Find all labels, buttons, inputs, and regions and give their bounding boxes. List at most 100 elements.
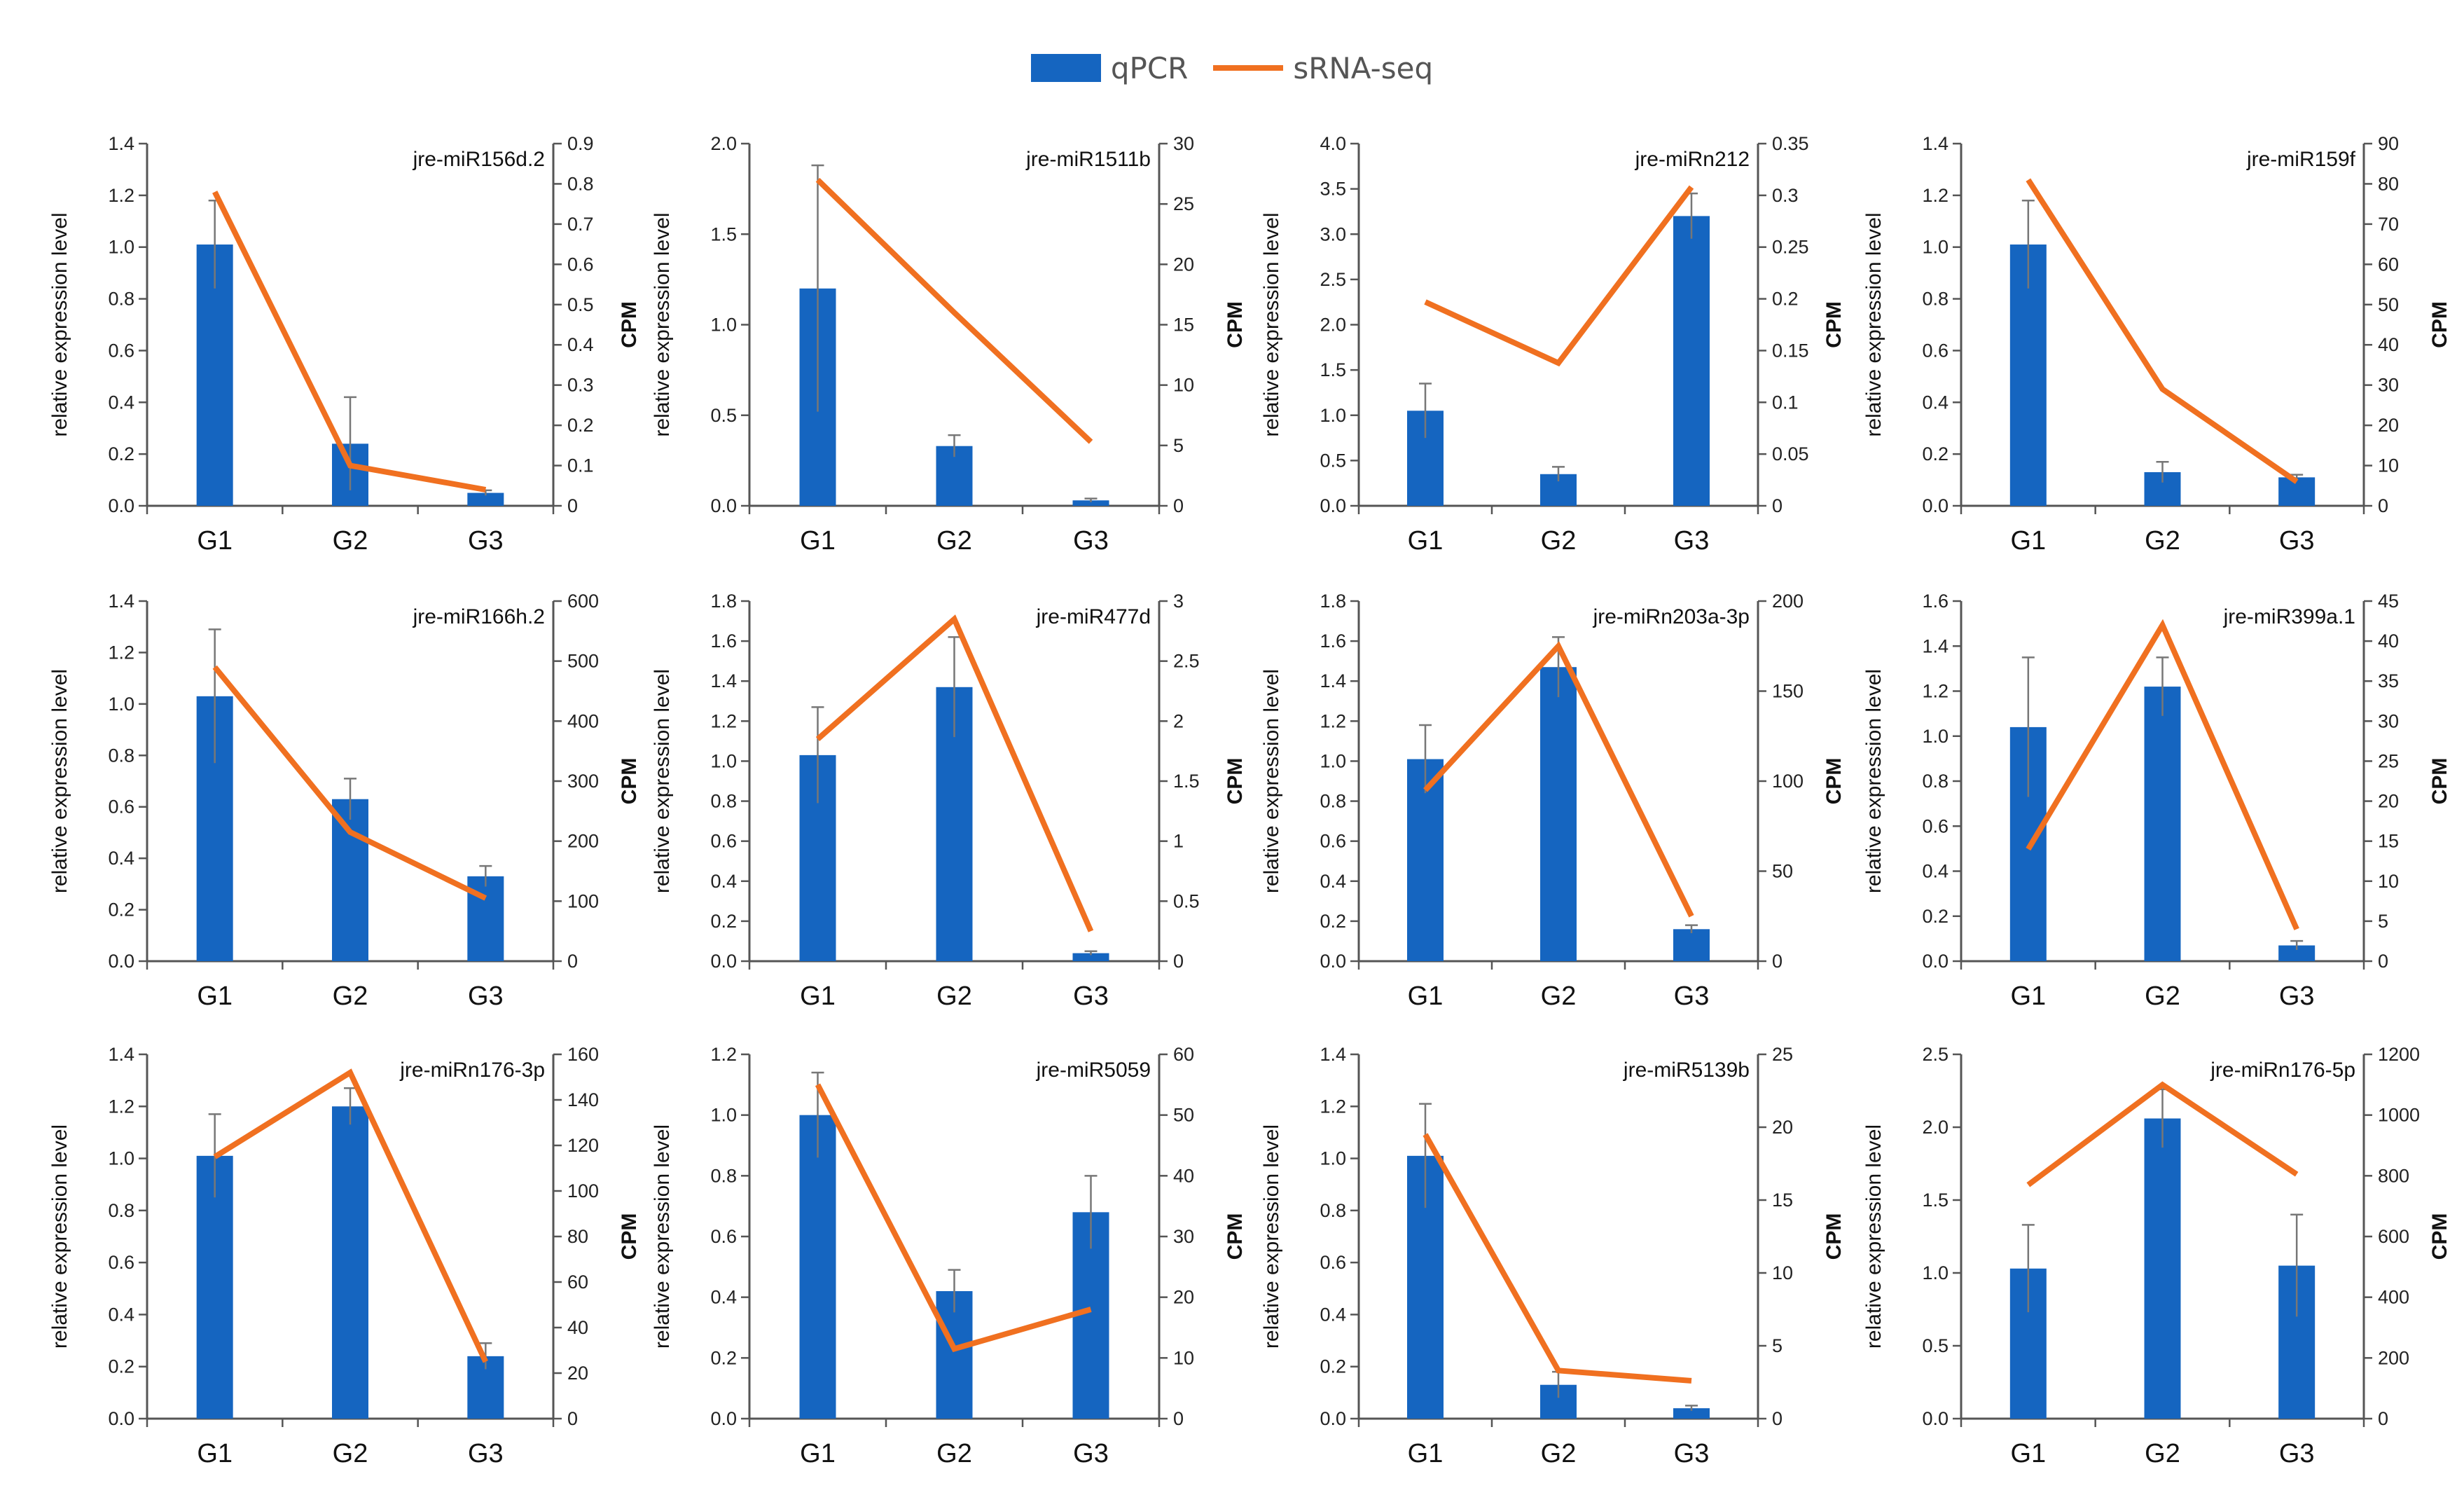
qpcr-bar — [1673, 216, 1710, 506]
left-tick-label: 0.8 — [108, 1200, 134, 1221]
y-axis-title: relative expression level — [48, 212, 71, 436]
y2-axis-title: CPM — [1822, 301, 1846, 348]
right-tick-label: 30 — [1173, 1226, 1194, 1247]
left-tick-label: 2.0 — [1922, 1117, 1949, 1138]
left-tick-label: 0.8 — [108, 289, 134, 310]
qpcr-bar — [467, 492, 504, 506]
left-tick-label: 1.0 — [710, 1105, 737, 1126]
left-tick-label: 1.0 — [1922, 1262, 1949, 1283]
x-category-label: G2 — [2145, 981, 2180, 1011]
right-tick-label: 50 — [1772, 861, 1793, 882]
srna-seq-line — [1423, 1133, 1692, 1384]
right-tick-label: 0.2 — [1772, 289, 1799, 310]
left-tick-label: 1.0 — [710, 315, 737, 336]
right-tick-label: 10 — [2378, 455, 2399, 476]
right-tick-label: 50 — [2378, 294, 2399, 315]
right-tick-label: 160 — [567, 1044, 599, 1065]
right-tick-label: 0 — [2378, 1408, 2388, 1429]
srna-seq-line — [212, 191, 487, 492]
right-tick-label: 0.15 — [1772, 340, 1809, 361]
srna-seq-line — [1423, 641, 1694, 918]
left-tick-label: 1.5 — [710, 223, 737, 244]
left-tick-label: 0.8 — [108, 745, 134, 766]
x-category-label: G3 — [2279, 981, 2315, 1011]
left-tick-label: 0.6 — [108, 797, 134, 818]
left-tick-label: 0.0 — [108, 951, 134, 972]
qpcr-bar — [1072, 500, 1109, 506]
x-category-label: G1 — [1408, 1439, 1444, 1468]
left-tick-label: 0.4 — [710, 1287, 737, 1308]
left-tick-label: 1.2 — [1922, 681, 1949, 702]
y-axis-title: relative expression level — [1260, 669, 1283, 893]
right-tick-label: 0 — [1772, 951, 1783, 972]
srna-seq-line — [212, 665, 487, 901]
right-tick-label: 0 — [1772, 495, 1783, 516]
left-tick-label: 1.4 — [108, 1044, 134, 1065]
right-tick-label: 0.8 — [567, 173, 594, 194]
left-tick-label: 0.0 — [1320, 951, 1346, 972]
left-tick-label: 1.4 — [1922, 133, 1949, 154]
qpcr-bar — [2144, 687, 2181, 961]
right-tick-label: 20 — [2378, 791, 2399, 812]
right-tick-label: 30 — [2378, 710, 2399, 731]
left-tick-label: 1.5 — [1922, 1190, 1949, 1211]
x-category-label: G3 — [2279, 526, 2315, 556]
left-tick-label: 0.0 — [108, 1408, 134, 1429]
x-category-label: G3 — [1674, 981, 1710, 1011]
left-tick-label: 0.4 — [1320, 871, 1346, 892]
y-axis-title: relative expression level — [48, 669, 71, 893]
left-tick-label: 0.0 — [1922, 1408, 1949, 1429]
right-tick-label: 150 — [1772, 681, 1804, 702]
left-tick-label: 0.0 — [1922, 951, 1949, 972]
right-tick-label: 60 — [2378, 254, 2399, 275]
left-tick-label: 3.5 — [1320, 179, 1346, 200]
left-tick-label: 0.0 — [108, 495, 134, 516]
right-tick-label: 100 — [567, 890, 599, 911]
left-tick-label: 0.6 — [1320, 831, 1346, 852]
qpcr-bar — [196, 1155, 233, 1419]
left-tick-label: 0.0 — [1320, 1408, 1346, 1429]
chart-title: jre-miR166h.2 — [413, 605, 545, 628]
chart-panel-3: 0.0 0.5 1.0 1.5 2.0 2.5 3.0 3.5 4.0 0 0.05 0.1 0.15 0… — [1260, 133, 1846, 556]
srna-seq-line — [2026, 619, 2299, 930]
legend-label-qpcr: qPCR — [1110, 50, 1189, 85]
srna-seq-line — [815, 1083, 1092, 1353]
legend-line-swatch — [1213, 65, 1284, 71]
right-tick-label: 0 — [567, 951, 578, 972]
left-tick-label: 1.2 — [1922, 185, 1949, 206]
left-tick-label: 1.0 — [1320, 1148, 1346, 1169]
right-tick-label: 20 — [1173, 254, 1194, 275]
left-tick-label: 1.4 — [1320, 670, 1346, 691]
left-tick-label: 1.0 — [1320, 750, 1346, 771]
chart-panel-7: 0.0 0.2 0.4 0.6 0.8 1.0 1.2 1.4 1.6 1.8 0 50 100 150 2… — [1260, 591, 1846, 1011]
right-tick-label: 120 — [567, 1135, 599, 1156]
y-axis-title: relative expression level — [48, 1124, 71, 1349]
y-axis-title: relative expression level — [1862, 212, 1885, 436]
chart-title: jre-miR477d — [1036, 605, 1151, 628]
right-tick-label: 3 — [1173, 591, 1184, 612]
right-tick-label: 0 — [567, 495, 578, 516]
srna-seq-line — [815, 177, 1093, 444]
left-tick-label: 0.5 — [1922, 1335, 1949, 1356]
x-category-label: G1 — [1408, 526, 1444, 556]
chart-title: jre-miR156d.2 — [413, 148, 545, 171]
chart-panel-10: 0.0 0.2 0.4 0.6 0.8 1.0 1.2 0 10 20 30 40 50 60 G1 G2 G3… — [651, 1044, 1247, 1468]
left-tick-label: 0.0 — [710, 951, 737, 972]
right-tick-label: 0.1 — [567, 455, 594, 476]
x-category-label: G2 — [1541, 1439, 1577, 1468]
right-tick-label: 15 — [1173, 315, 1194, 336]
left-tick-label: 0.2 — [710, 911, 737, 932]
left-tick-label: 1.4 — [1320, 1044, 1346, 1065]
left-tick-label: 1.0 — [1922, 237, 1949, 258]
x-category-label: G3 — [1073, 1439, 1109, 1468]
right-tick-label: 10 — [1173, 375, 1194, 396]
right-tick-label: 20 — [1173, 1287, 1194, 1308]
left-tick-label: 0.8 — [1922, 771, 1949, 792]
right-tick-label: 0.3 — [567, 375, 594, 396]
left-tick-label: 1.2 — [710, 1044, 737, 1065]
left-tick-label: 1.2 — [108, 642, 134, 663]
right-tick-label: 0.6 — [567, 254, 594, 275]
right-tick-label: 10 — [1772, 1262, 1793, 1283]
x-category-label: G2 — [1541, 981, 1577, 1011]
chart-title: jre-miR159f — [2246, 148, 2356, 171]
